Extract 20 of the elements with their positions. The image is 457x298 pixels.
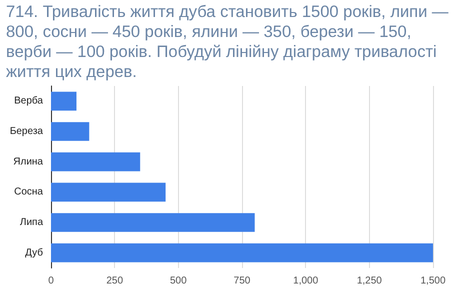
y-tick-label: Сосна: [14, 186, 44, 198]
x-tick-label: 1,500: [420, 276, 446, 286]
x-tick-label: 500: [170, 276, 188, 286]
bar: [51, 152, 140, 172]
y-tick-label: Дуб: [25, 247, 44, 258]
x-tick-label: 1,250: [356, 276, 382, 286]
y-tick-label: Липа: [20, 217, 44, 228]
chart-title: 714. Тривалість життя дуба становить 1500 років, липи — 800, сосни — 450 років, ялини — 350, берези — 150, верби — 100 років. Побудуй лінійну діаграму тривалості життя цих дерев.: [6, 2, 450, 82]
x-tick-label: 1,000: [293, 276, 319, 286]
bar: [51, 122, 90, 141]
y-tick-label: Верба: [14, 96, 44, 107]
x-tick-label: 750: [234, 276, 251, 286]
bar: [51, 243, 433, 262]
y-tick-label: Береза: [10, 126, 44, 137]
x-tick-label: 0: [48, 276, 54, 286]
x-tick-label: 250: [106, 276, 124, 286]
bar: [51, 92, 76, 111]
bar: [51, 213, 255, 232]
bar: [51, 182, 166, 202]
y-tick-label: Ялина: [13, 156, 44, 168]
